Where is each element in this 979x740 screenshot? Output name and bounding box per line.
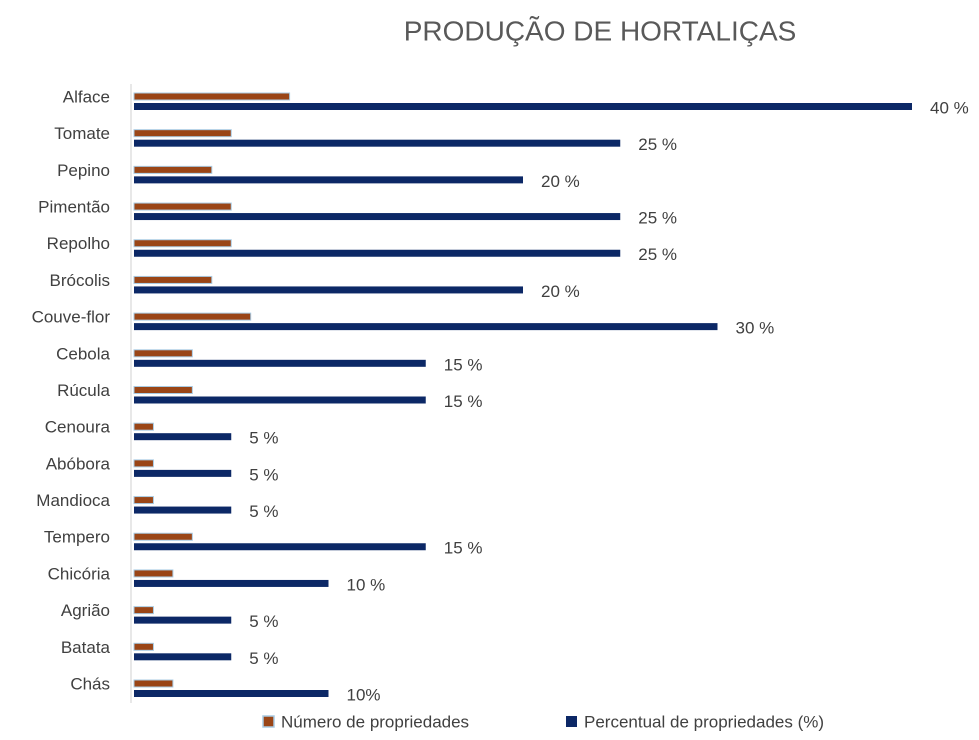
category-label: Pimentão	[38, 198, 110, 217]
bar	[134, 616, 232, 624]
bar	[134, 139, 621, 147]
category-label: Pepino	[57, 161, 110, 180]
category-label: Alface	[63, 87, 110, 106]
bar	[133, 569, 174, 578]
legend-label: Percentual de propriedades (%)	[584, 712, 824, 731]
bar	[134, 103, 912, 110]
bar	[134, 359, 426, 367]
bar	[133, 239, 232, 248]
category-label: Abóbora	[46, 454, 111, 473]
bar	[134, 469, 232, 477]
value-label: 10 %	[347, 575, 386, 594]
value-label: 40 %	[930, 98, 969, 117]
value-label: 5 %	[249, 465, 278, 484]
value-label: 15 %	[444, 355, 483, 374]
value-label: 25 %	[638, 135, 677, 154]
category-label: Rúcula	[57, 381, 110, 400]
bar	[134, 579, 329, 587]
bar	[133, 459, 154, 468]
bar	[133, 275, 213, 284]
category-label: Agrião	[61, 601, 110, 620]
bar	[133, 606, 154, 615]
category-label: Tempero	[44, 528, 110, 547]
legend-swatch	[566, 716, 577, 727]
value-label: 20 %	[541, 282, 580, 301]
category-label: Cebola	[56, 344, 110, 363]
value-label: 5 %	[249, 502, 278, 521]
bar	[134, 249, 621, 257]
bar	[133, 312, 252, 321]
category-label: Chás	[70, 674, 110, 693]
bar	[134, 506, 232, 514]
category-label: Batata	[61, 638, 111, 657]
category-label: Cenoura	[45, 418, 111, 437]
bar	[133, 202, 232, 211]
bar	[133, 532, 193, 541]
bar	[134, 433, 232, 441]
legend-label: Número de propriedades	[281, 712, 469, 731]
bar	[133, 92, 291, 101]
bar	[134, 176, 523, 184]
value-label: 5 %	[249, 612, 278, 631]
bar	[133, 165, 213, 174]
category-label: Repolho	[47, 234, 110, 253]
value-label: 20 %	[541, 172, 580, 191]
bar	[134, 653, 232, 661]
bar	[133, 349, 193, 358]
bar	[133, 496, 154, 505]
bar	[133, 679, 174, 688]
bar	[133, 642, 154, 651]
value-label: 10%	[347, 685, 381, 704]
bar	[133, 386, 193, 394]
bar	[134, 213, 621, 221]
bar	[134, 690, 329, 697]
value-label: 15 %	[444, 392, 483, 411]
bar	[134, 396, 426, 404]
value-label: 25 %	[638, 245, 677, 264]
category-label: Mandioca	[36, 491, 110, 510]
category-label: Tomate	[54, 124, 110, 143]
bar	[134, 543, 426, 551]
value-label: 15 %	[444, 539, 483, 558]
legend-swatch	[262, 715, 275, 728]
value-label: 5 %	[249, 649, 278, 668]
value-label: 25 %	[638, 209, 677, 228]
value-label: 30 %	[736, 319, 775, 338]
bar	[133, 129, 232, 138]
category-label: Brócolis	[50, 271, 110, 290]
bar	[134, 323, 718, 331]
category-label: Chicória	[48, 564, 111, 583]
bar	[133, 422, 154, 431]
chart-title: PRODUÇÃO DE HORTALIÇAS	[404, 15, 797, 46]
bar	[134, 286, 523, 294]
category-label: Couve-flor	[32, 308, 111, 327]
value-label: 5 %	[249, 429, 278, 448]
